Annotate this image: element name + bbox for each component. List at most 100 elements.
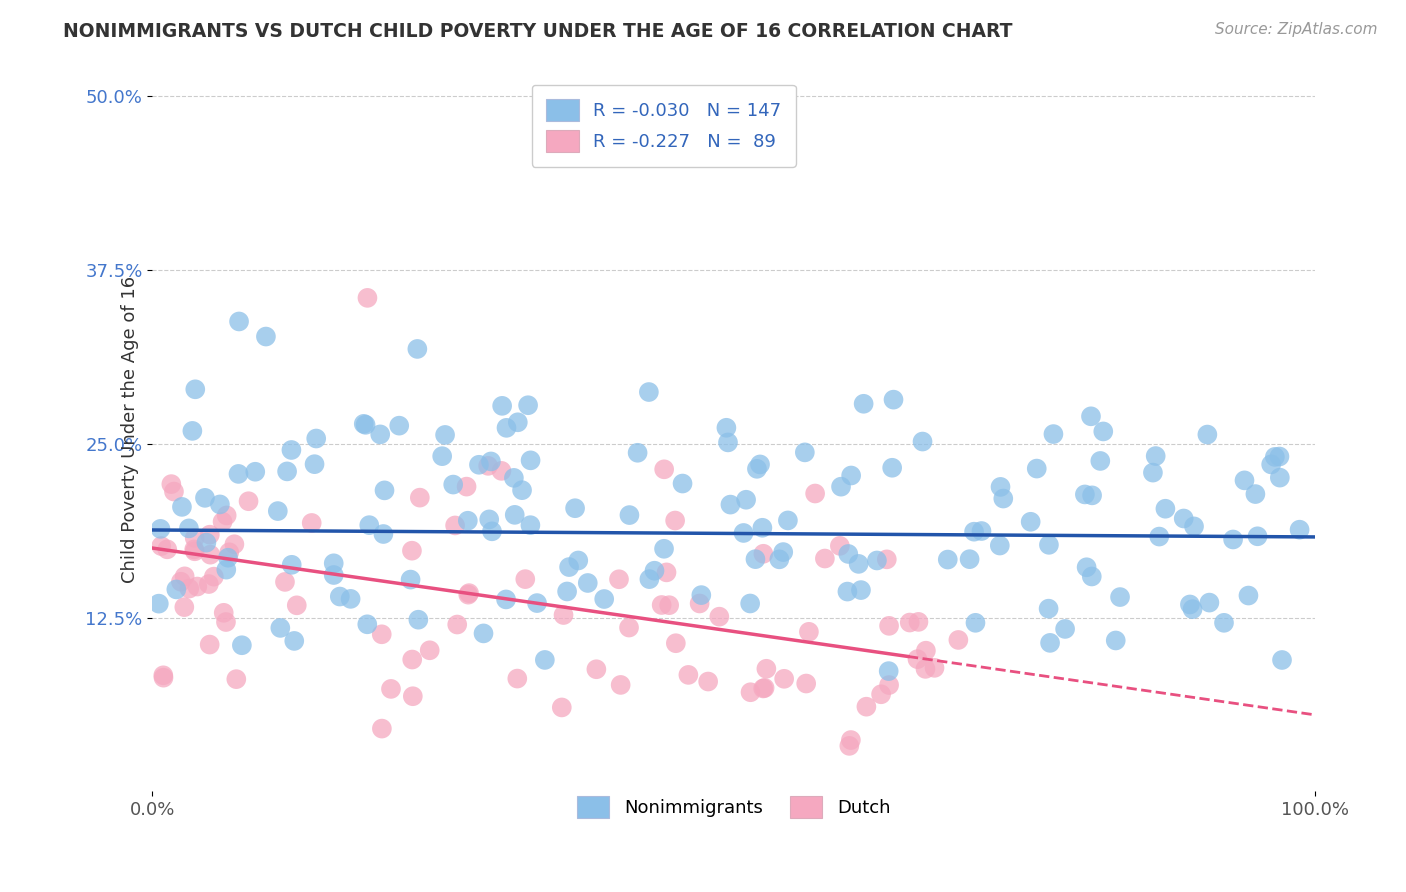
Point <box>283 634 305 648</box>
Point <box>882 460 904 475</box>
Point <box>1025 461 1047 475</box>
Point <box>870 687 893 701</box>
Point <box>519 453 541 467</box>
Point <box>148 597 170 611</box>
Point <box>877 664 900 678</box>
Point <box>617 621 640 635</box>
Point <box>1042 427 1064 442</box>
Point <box>716 421 738 435</box>
Point <box>988 539 1011 553</box>
Point <box>882 392 904 407</box>
Point <box>644 564 666 578</box>
Legend: Nonimmigrants, Dutch: Nonimmigrants, Dutch <box>569 789 897 826</box>
Point <box>1260 458 1282 472</box>
Point <box>388 418 411 433</box>
Point <box>1081 488 1104 502</box>
Point <box>456 480 478 494</box>
Point <box>274 574 297 589</box>
Point <box>749 458 772 472</box>
Point <box>195 535 218 549</box>
Point <box>948 632 970 647</box>
Point <box>380 681 402 696</box>
Point <box>212 606 235 620</box>
Point <box>733 525 755 540</box>
Point <box>478 512 501 526</box>
Point <box>837 547 859 561</box>
Point <box>690 588 713 602</box>
Point <box>658 598 681 612</box>
Point <box>468 458 491 472</box>
Point <box>457 514 479 528</box>
Point <box>553 607 575 622</box>
Point <box>177 521 200 535</box>
Point <box>477 458 499 473</box>
Point <box>776 513 799 527</box>
Point <box>163 484 186 499</box>
Point <box>225 672 247 686</box>
Point <box>772 545 794 559</box>
Point <box>446 617 468 632</box>
Point <box>231 638 253 652</box>
Point <box>183 542 205 557</box>
Text: Source: ZipAtlas.com: Source: ZipAtlas.com <box>1215 22 1378 37</box>
Point <box>755 662 778 676</box>
Point <box>173 569 195 583</box>
Point <box>1178 598 1201 612</box>
Point <box>1246 529 1268 543</box>
Point <box>837 584 859 599</box>
Point <box>839 733 862 747</box>
Point <box>877 678 900 692</box>
Point <box>652 541 675 556</box>
Point <box>217 550 239 565</box>
Point <box>907 652 929 666</box>
Point <box>371 627 394 641</box>
Point <box>441 477 464 491</box>
Point <box>898 615 921 630</box>
Point <box>689 597 711 611</box>
Point <box>373 527 395 541</box>
Point <box>1198 596 1220 610</box>
Point <box>215 508 238 523</box>
Point <box>915 643 938 657</box>
Point <box>830 480 852 494</box>
Point <box>479 454 502 468</box>
Point <box>1019 515 1042 529</box>
Point <box>709 609 731 624</box>
Point <box>245 465 267 479</box>
Point <box>503 508 526 522</box>
Point <box>238 494 260 508</box>
Point <box>269 621 291 635</box>
Point <box>495 592 517 607</box>
Point <box>211 515 233 529</box>
Point <box>285 599 308 613</box>
Point <box>1039 636 1062 650</box>
Point <box>849 583 872 598</box>
Point <box>924 661 946 675</box>
Point <box>457 588 479 602</box>
Point <box>198 527 221 541</box>
Point <box>1092 425 1115 439</box>
Point <box>1038 601 1060 615</box>
Point <box>170 500 193 514</box>
Point <box>371 722 394 736</box>
Point <box>368 427 391 442</box>
Point <box>794 676 817 690</box>
Point <box>356 617 378 632</box>
Point <box>1197 427 1219 442</box>
Point <box>876 552 898 566</box>
Point <box>305 432 328 446</box>
Point <box>1038 538 1060 552</box>
Point <box>652 462 675 476</box>
Point <box>754 681 776 695</box>
Point <box>353 417 375 431</box>
Point <box>356 291 378 305</box>
Point <box>638 384 661 399</box>
Point <box>198 577 221 591</box>
Point <box>877 619 900 633</box>
Point <box>506 672 529 686</box>
Point <box>228 467 250 481</box>
Point <box>408 613 430 627</box>
Point <box>551 700 574 714</box>
Point <box>510 483 533 498</box>
Point <box>1271 653 1294 667</box>
